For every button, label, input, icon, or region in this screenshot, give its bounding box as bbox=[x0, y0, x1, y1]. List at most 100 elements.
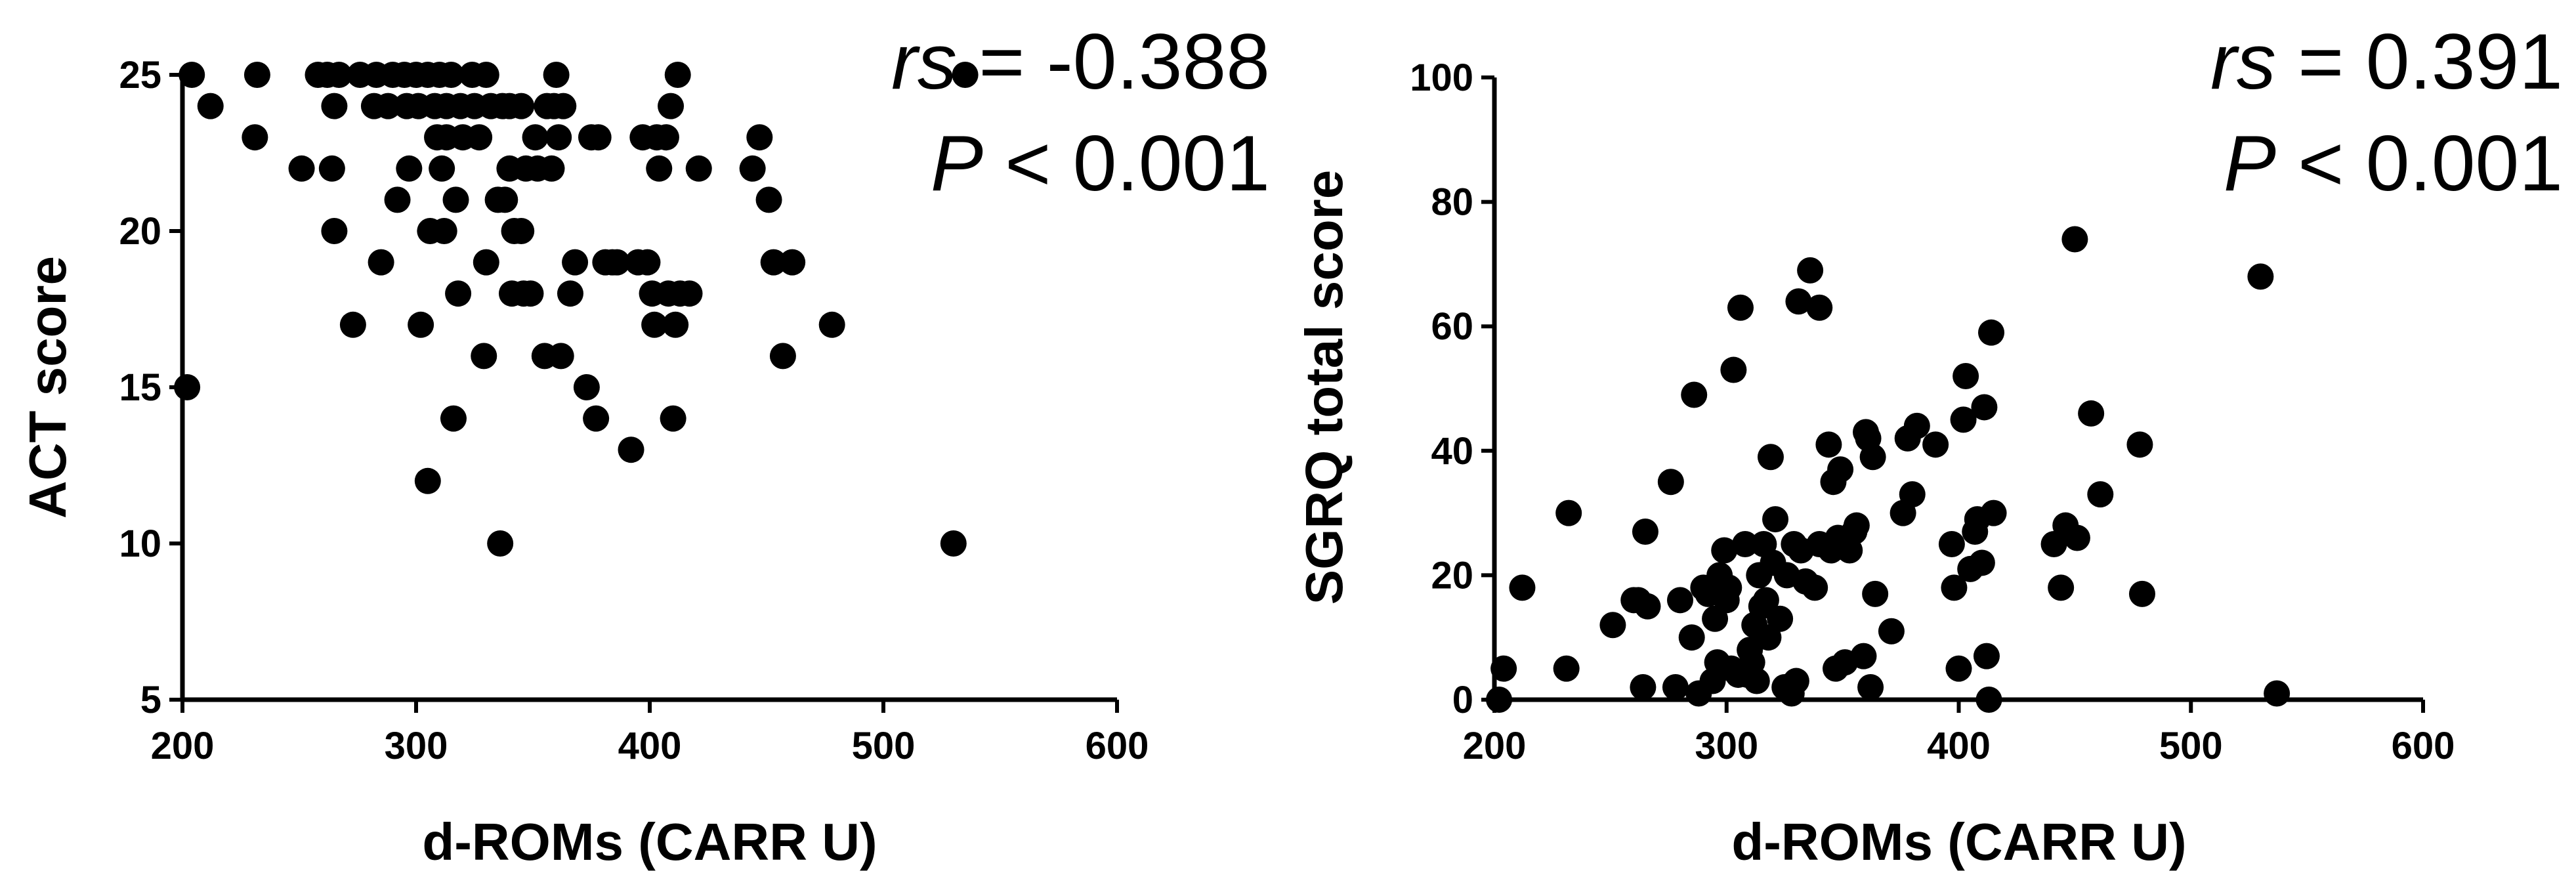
sgrq-data-point bbox=[2126, 431, 2153, 458]
act-y-tick-label: 5 bbox=[140, 679, 161, 721]
sgrq-correlation-text: rs = 0.391 bbox=[2210, 18, 2563, 106]
act-data-point bbox=[685, 155, 712, 182]
act-data-point bbox=[634, 249, 661, 276]
sgrq-data-point bbox=[1980, 499, 2007, 526]
sgrq-y-tick-label: 20 bbox=[1431, 554, 1473, 597]
act-p-value-text: P < 0.001 bbox=[931, 119, 1270, 207]
sgrq-x-tick-label: 500 bbox=[2159, 725, 2223, 767]
act-data-point bbox=[445, 280, 472, 307]
sgrq-y-tick-label: 80 bbox=[1431, 181, 1473, 224]
sgrq-chart: 200 300 400 500 600 0 20 40 60 80 100 d-ROMs (CAR… bbox=[1295, 18, 2563, 871]
sgrq-data-point bbox=[1850, 643, 1877, 669]
act-data-point bbox=[538, 155, 565, 182]
act-data-point bbox=[676, 280, 703, 307]
act-data-point bbox=[318, 155, 345, 182]
act-data-point bbox=[739, 155, 766, 182]
act-data-point bbox=[473, 62, 499, 88]
act-data-point bbox=[368, 249, 394, 276]
sgrq-data-point bbox=[1678, 624, 1705, 651]
sgrq-data-point bbox=[1950, 406, 1977, 433]
sgrq-data-point bbox=[1797, 257, 1824, 284]
act-x-ticks: 200 300 400 500 600 bbox=[151, 700, 1149, 767]
act-data-point bbox=[641, 311, 668, 338]
sgrq-data-point bbox=[2247, 263, 2274, 290]
sgrq-data-point bbox=[1783, 668, 1809, 694]
act-x-tick-label: 400 bbox=[618, 725, 682, 767]
sgrq-data-point bbox=[1878, 618, 1905, 645]
act-data-point bbox=[339, 311, 366, 338]
sgrq-data-point bbox=[1681, 381, 1708, 408]
sgrq-data-point bbox=[1732, 531, 1759, 557]
sgrq-data-point bbox=[1968, 549, 1995, 576]
act-data-point bbox=[583, 405, 610, 432]
sgrq-data-point bbox=[1720, 356, 1747, 383]
act-data-point bbox=[550, 93, 577, 119]
act-data-point bbox=[573, 374, 600, 400]
sgrq-data-point bbox=[2087, 481, 2114, 508]
sgrq-y-tick-label: 40 bbox=[1431, 430, 1473, 473]
act-data-point bbox=[660, 405, 686, 432]
sgrq-data-point bbox=[1857, 674, 1884, 701]
sgrq-data-point bbox=[2078, 400, 2105, 427]
act-y-tick-label: 15 bbox=[119, 366, 161, 409]
act-x-tick-label: 300 bbox=[385, 725, 448, 767]
act-data-point bbox=[585, 124, 612, 151]
sgrq-data-point bbox=[1843, 512, 1870, 539]
sgrq-x-tick-label: 600 bbox=[2392, 725, 2455, 767]
sgrq-data-point bbox=[1767, 605, 1794, 632]
act-data-point bbox=[288, 155, 315, 182]
sgrq-data-point bbox=[1815, 431, 1842, 458]
act-data-point bbox=[438, 62, 465, 88]
act-data-point bbox=[664, 62, 691, 88]
sgrq-data-point bbox=[1971, 394, 1998, 421]
sgrq-data-point bbox=[1630, 674, 1657, 701]
act-y-tick-label: 10 bbox=[119, 522, 161, 565]
act-data-point bbox=[818, 311, 845, 338]
act-x-tick-label: 600 bbox=[1086, 725, 1149, 767]
act-data-point bbox=[321, 218, 348, 244]
sgrq-data-point bbox=[1667, 587, 1693, 614]
act-data-point bbox=[243, 62, 270, 88]
act-data-point bbox=[545, 124, 572, 151]
act-data-point bbox=[646, 155, 673, 182]
act-data-point bbox=[547, 343, 574, 370]
act-correlation-text: rs = -0.388 bbox=[891, 18, 1270, 106]
sgrq-data-point bbox=[1973, 643, 2000, 669]
act-data-point bbox=[431, 218, 457, 244]
sgrq-x-tick-label: 200 bbox=[1463, 725, 1527, 767]
sgrq-y-axis-title: SGRQ total score bbox=[1295, 170, 1353, 605]
sgrq-y-tick-label: 100 bbox=[1410, 56, 1473, 99]
act-data-point bbox=[652, 124, 679, 151]
act-data-point bbox=[473, 249, 499, 276]
sgrq-data-point bbox=[1555, 499, 1582, 526]
sgrq-data-point bbox=[1727, 294, 1754, 321]
sgrq-data-point bbox=[1509, 574, 1536, 601]
act-data-points bbox=[174, 62, 979, 557]
act-data-point bbox=[414, 467, 441, 494]
sgrq-y-ticks: 0 20 40 60 80 100 bbox=[1410, 56, 1494, 721]
act-data-point bbox=[487, 530, 514, 557]
act-data-point bbox=[242, 124, 268, 151]
sgrq-data-point bbox=[1938, 531, 1965, 557]
act-x-axis-title: d-ROMs (CARR U) bbox=[422, 813, 877, 871]
sgrq-data-point bbox=[2264, 680, 2291, 707]
act-data-point bbox=[604, 249, 631, 276]
act-data-point bbox=[508, 93, 535, 119]
sgrq-data-point bbox=[1599, 612, 1626, 639]
act-chart: 200 300 400 500 600 5 10 15 20 25 d-ROMs (CARR U… bbox=[18, 18, 1270, 871]
sgrq-data-point bbox=[1716, 574, 1742, 601]
act-data-point bbox=[779, 249, 806, 276]
act-data-point bbox=[940, 530, 967, 557]
act-data-point bbox=[384, 186, 411, 213]
sgrq-data-point bbox=[1632, 519, 1658, 545]
sgrq-data-point bbox=[1711, 537, 1738, 564]
sgrq-x-tick-label: 300 bbox=[1695, 725, 1758, 767]
sgrq-x-axis-title: d-ROMs (CARR U) bbox=[1731, 813, 2186, 871]
act-data-point bbox=[396, 155, 423, 182]
act-data-point bbox=[658, 93, 685, 119]
act-data-point bbox=[543, 62, 570, 88]
act-y-tick-label: 25 bbox=[119, 54, 161, 96]
sgrq-data-point bbox=[1634, 593, 1661, 620]
act-data-point bbox=[618, 436, 644, 463]
